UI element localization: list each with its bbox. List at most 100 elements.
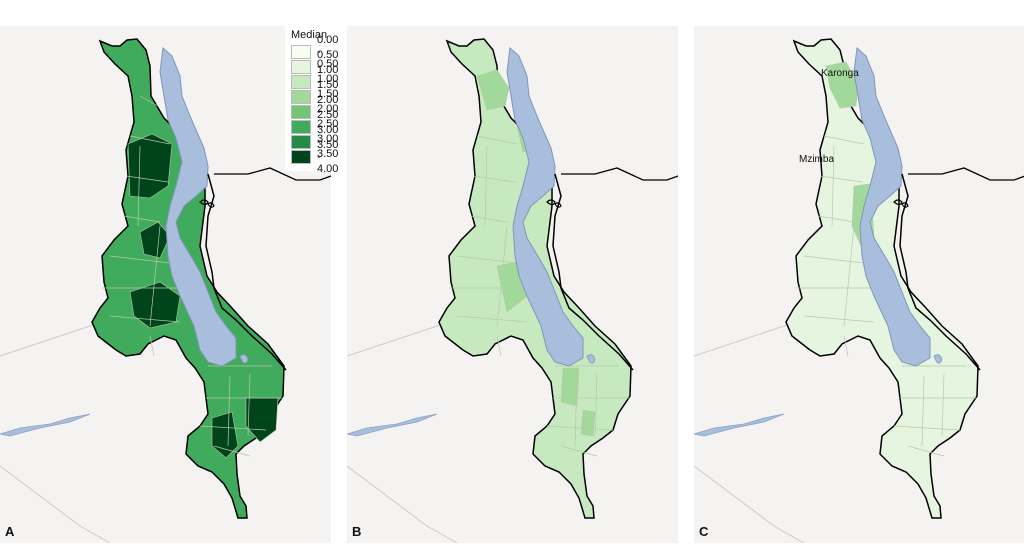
panel-letter-c: C	[699, 524, 709, 539]
legend-item: 1.50 - 2.00	[291, 79, 341, 115]
island-shape	[546, 199, 562, 208]
map-panel-a: A	[0, 26, 331, 543]
small-lake-shape	[239, 354, 249, 364]
district-boundary	[227, 375, 231, 447]
district-shape	[139, 221, 171, 259]
district-boundary	[472, 175, 516, 183]
district-boundary	[560, 445, 598, 457]
district-boundary	[109, 255, 179, 265]
place-label-mzimba: Mzimba	[799, 154, 835, 165]
district-boundary	[496, 225, 508, 327]
legend-item: 1.00 - 1.50	[291, 64, 341, 100]
district-boundary	[456, 255, 526, 265]
legend-item: 2.00 - 2.50	[291, 94, 341, 130]
legend-swatch	[291, 44, 311, 59]
district-boundary	[129, 135, 171, 145]
legend-label: 1.50 - 2.00	[317, 78, 339, 115]
international-border	[561, 167, 678, 181]
international-border	[214, 167, 331, 181]
district-boundary	[486, 95, 506, 107]
lake-shape	[853, 46, 931, 367]
district-boundary	[123, 215, 161, 223]
legend-item: 2.50 - 3.00	[291, 109, 341, 145]
district-boundary	[941, 373, 945, 437]
map-panel-b: B	[347, 26, 678, 543]
district-boundary	[247, 373, 251, 437]
district-boundary	[213, 445, 251, 457]
district-boundary	[470, 215, 508, 223]
place-label-karonga: Karonga	[821, 68, 859, 79]
lake-shape	[506, 46, 584, 367]
district-shape	[825, 61, 859, 109]
legend-item: 3.00 - 3.50	[291, 124, 341, 160]
legend-label: 2.00 - 2.50	[317, 93, 339, 130]
island-shape	[199, 199, 215, 208]
district-boundary	[833, 95, 853, 107]
legend-swatch	[291, 74, 311, 89]
district-boundary	[843, 335, 849, 357]
legend-label: 3.00 - 3.50	[317, 123, 339, 160]
legend-swatch	[291, 119, 311, 134]
map-c-svg	[694, 38, 1024, 543]
district-boundary	[907, 445, 945, 457]
map-panel-c: Karonga Mzimba C	[694, 26, 1024, 543]
district-boundary	[109, 315, 181, 323]
map-b-svg	[347, 38, 678, 543]
district-boundary	[125, 175, 169, 183]
legend-title: Median	[291, 29, 328, 41]
panel-letter-b: B	[352, 524, 362, 539]
district-boundary	[484, 145, 488, 227]
river-shape	[347, 413, 438, 437]
river-shape	[694, 413, 785, 437]
island-shape	[893, 199, 909, 208]
international-border	[205, 173, 287, 371]
district-boundary	[574, 375, 578, 447]
panel-letter-a: A	[5, 524, 15, 539]
international-border	[899, 173, 981, 371]
legend-label: 2.50 - 3.00	[317, 108, 339, 145]
legend-swatch	[291, 149, 311, 164]
map-legend: Median 0.00 - 0.50 0.50 - 1.00 1.00 - 1.50…	[285, 25, 347, 175]
legend-swatch	[291, 59, 311, 74]
district-boundary	[139, 95, 159, 107]
legend-item: 3.50 - 4.00	[291, 139, 341, 175]
legend-item: 0.00 - 0.50	[291, 34, 341, 70]
map-a-svg	[0, 38, 331, 543]
district-boundary	[137, 145, 141, 227]
district-boundary	[456, 315, 528, 323]
legend-label: 1.00 - 1.50	[317, 63, 339, 100]
district-shape	[476, 69, 510, 111]
district-boundary	[921, 375, 925, 447]
district-boundary	[149, 225, 161, 327]
lake-shape	[159, 46, 237, 367]
neighbor-boundary	[0, 465, 111, 543]
district-boundary	[476, 135, 518, 145]
small-lake-shape	[586, 354, 596, 364]
district-boundary	[819, 175, 863, 183]
district-shape	[560, 367, 580, 407]
legend-swatch	[291, 89, 311, 104]
district-boundary	[594, 373, 598, 437]
legend-label: 3.50 - 4.00	[317, 138, 339, 175]
district-boundary	[496, 335, 502, 357]
district-shape	[580, 409, 596, 437]
district-boundary	[843, 225, 855, 327]
legend-label: 0.50 - 1.00	[317, 48, 339, 85]
legend-swatch	[291, 104, 311, 119]
district-boundary	[546, 425, 614, 431]
district-boundary	[149, 335, 155, 357]
neighbor-boundary	[347, 465, 458, 543]
small-lake-shape	[933, 354, 943, 364]
international-border	[908, 167, 1024, 181]
legend-item: 0.50 - 1.00	[291, 49, 341, 85]
legend-swatch	[291, 134, 311, 149]
district-boundary	[893, 425, 961, 431]
legend-label: 0.00 - 0.50	[317, 33, 339, 70]
district-boundary	[803, 315, 875, 323]
river-shape	[0, 413, 91, 437]
district-boundary	[199, 425, 267, 431]
district-boundary	[831, 145, 835, 227]
international-border	[552, 173, 634, 371]
district-boundary	[823, 135, 865, 145]
district-boundary	[803, 255, 873, 265]
